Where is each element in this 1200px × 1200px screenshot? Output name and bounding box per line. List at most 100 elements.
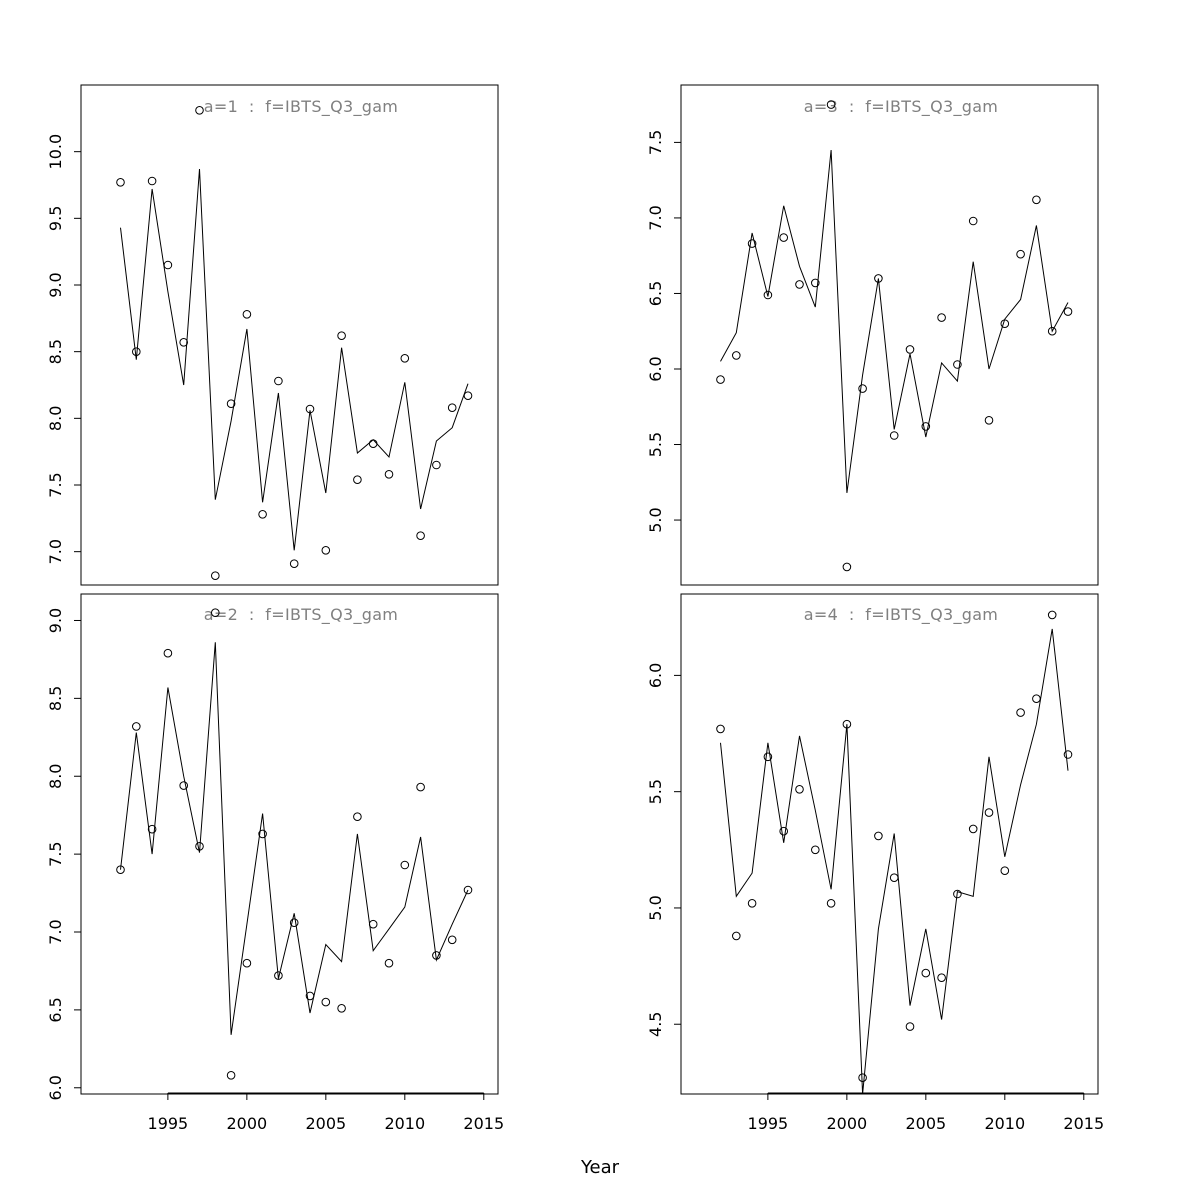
data-point <box>937 973 946 983</box>
data-point <box>147 824 157 834</box>
data-point <box>242 310 252 319</box>
data-point <box>289 559 299 569</box>
data-point <box>811 278 820 288</box>
x-tick-label: 2015 <box>1063 1114 1104 1133</box>
data-point <box>384 470 394 479</box>
data-point <box>716 375 725 384</box>
data-point <box>984 416 994 425</box>
y-tick-label: 4.5 <box>646 1012 665 1037</box>
y-tick-label: 8.5 <box>46 339 65 364</box>
data-point <box>179 781 188 790</box>
data-point <box>905 1022 915 1031</box>
data-point <box>211 571 220 581</box>
data-point <box>905 345 915 354</box>
data-point <box>242 958 252 968</box>
x-tick-label: 2005 <box>305 1114 346 1133</box>
data-point <box>1063 750 1073 759</box>
data-point <box>384 958 394 968</box>
plot-area <box>716 610 1073 1094</box>
data-point <box>1032 195 1041 205</box>
data-point <box>937 313 946 322</box>
data-point <box>858 384 867 393</box>
panel-title: a=3 : f=IBTS_Q3_gam <box>804 97 998 117</box>
data-point <box>1016 249 1025 259</box>
data-point <box>747 239 757 248</box>
panel-a3: a=3 : f=IBTS_Q3_gam 5.0 5.5 6.0 6.5 7.0 7.5 <box>646 84 1099 586</box>
y-tick-label: 9.0 <box>46 272 65 297</box>
data-point <box>953 889 962 899</box>
data-point <box>732 931 741 941</box>
fitted-line <box>720 149 1069 493</box>
y-tick-label: 6.5 <box>646 281 665 306</box>
plot-area <box>116 608 473 1080</box>
data-point <box>968 216 978 226</box>
panel-a2: a=2 : f=IBTS_Q3_gam 6.0 6.5 7.0 7.5 8.0 8.5 9.… <box>46 593 504 1133</box>
data-point <box>1000 866 1010 876</box>
data-point <box>337 1004 346 1013</box>
data-point <box>274 971 283 980</box>
panel-title: a=2 : f=IBTS_Q3_gam <box>204 605 398 625</box>
data-point <box>400 354 410 363</box>
x-tick-label: 1995 <box>148 1114 189 1133</box>
x-axis-label: Year <box>580 1157 620 1178</box>
data-point <box>921 968 931 978</box>
data-point <box>416 531 425 541</box>
panel-frame <box>80 84 499 586</box>
panel-frame <box>680 593 1099 1095</box>
data-point <box>716 724 725 734</box>
data-point <box>968 824 978 834</box>
data-point <box>416 782 425 792</box>
data-point <box>274 376 283 386</box>
data-point <box>1016 708 1025 717</box>
data-point <box>258 829 267 839</box>
y-tick-label: 5.0 <box>646 895 665 920</box>
y-tick-label: 7.5 <box>46 472 65 497</box>
fitted-line <box>120 642 469 1035</box>
y-tick-label: 6.0 <box>646 356 665 381</box>
data-point <box>763 752 773 762</box>
fitted-line <box>120 168 469 551</box>
y-tick-label: 10.0 <box>46 134 65 170</box>
y-tick-label: 6.0 <box>646 663 665 688</box>
data-point <box>779 233 789 242</box>
data-point <box>226 1071 236 1080</box>
data-point <box>811 845 820 855</box>
x-tick-label: 1995 <box>748 1114 789 1133</box>
data-point <box>732 351 741 360</box>
panel-a4: a=4 : f=IBTS_Q3_gam 4.5 5.0 5.5 6.0 1995 2000… <box>646 593 1104 1133</box>
panel-frame <box>680 84 1099 586</box>
x-tick-label: 2000 <box>826 1114 867 1133</box>
y-tick-label: 7.0 <box>46 539 65 564</box>
data-point <box>321 997 331 1007</box>
y-tick-label: 6.5 <box>46 997 65 1022</box>
data-point <box>874 831 883 841</box>
x-tick-label: 2010 <box>984 1114 1025 1133</box>
y-tick-label: 6.0 <box>46 1075 65 1100</box>
data-point <box>195 106 204 115</box>
data-point <box>179 338 188 347</box>
data-point <box>116 178 125 187</box>
plot-area <box>116 106 473 581</box>
data-point <box>763 290 773 300</box>
data-point <box>463 885 473 895</box>
data-point <box>826 899 836 908</box>
data-point <box>321 546 331 555</box>
data-point <box>258 510 267 519</box>
y-tick-label: 5.0 <box>646 507 665 532</box>
data-point <box>984 808 994 817</box>
data-point <box>337 331 346 341</box>
plot-area <box>716 100 1073 572</box>
data-point <box>163 648 173 658</box>
data-point <box>747 899 757 908</box>
x-tick-label: 2005 <box>905 1114 946 1133</box>
data-point <box>132 722 141 731</box>
data-point <box>779 826 789 836</box>
data-point <box>1047 610 1057 620</box>
data-point <box>826 100 836 109</box>
y-tick-label: 5.5 <box>646 779 665 804</box>
data-point <box>400 860 410 870</box>
y-tick-label: 7.0 <box>646 205 665 230</box>
data-point <box>858 1073 867 1082</box>
data-point <box>211 608 220 618</box>
